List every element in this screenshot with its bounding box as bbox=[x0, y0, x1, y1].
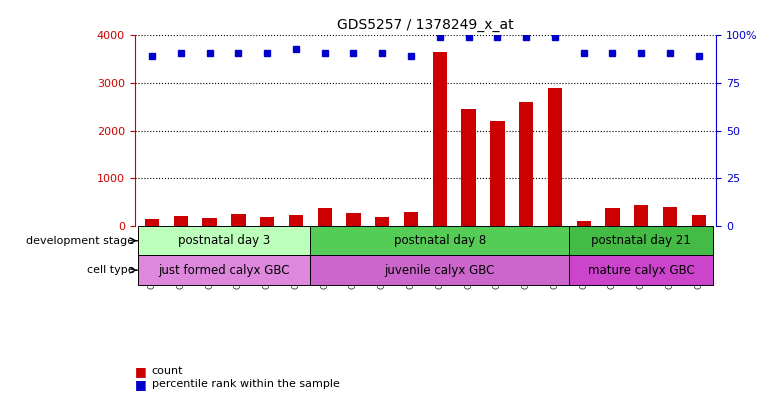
Title: GDS5257 / 1378249_x_at: GDS5257 / 1378249_x_at bbox=[337, 18, 514, 31]
Bar bbox=[403, 212, 418, 226]
Text: count: count bbox=[152, 366, 183, 376]
Bar bbox=[569, 226, 713, 255]
Bar bbox=[289, 215, 303, 226]
Text: mature calyx GBC: mature calyx GBC bbox=[588, 264, 695, 277]
Bar bbox=[317, 208, 332, 226]
Text: ■: ■ bbox=[135, 378, 146, 391]
Bar bbox=[145, 219, 159, 226]
Bar bbox=[138, 255, 310, 285]
Bar bbox=[663, 208, 678, 226]
Bar bbox=[433, 52, 447, 226]
Text: percentile rank within the sample: percentile rank within the sample bbox=[152, 379, 340, 389]
Text: just formed calyx GBC: just formed calyx GBC bbox=[158, 264, 290, 277]
Bar bbox=[490, 121, 504, 226]
Text: postnatal day 21: postnatal day 21 bbox=[591, 234, 691, 247]
Text: ■: ■ bbox=[135, 365, 146, 378]
Bar bbox=[461, 109, 476, 226]
Bar bbox=[605, 208, 620, 226]
Text: postnatal day 3: postnatal day 3 bbox=[178, 234, 270, 247]
Bar bbox=[310, 255, 569, 285]
Bar bbox=[375, 217, 390, 226]
Bar bbox=[203, 218, 217, 226]
Bar bbox=[547, 88, 562, 226]
Bar bbox=[231, 214, 246, 226]
Bar bbox=[346, 213, 360, 226]
Bar bbox=[173, 217, 188, 226]
Text: cell type: cell type bbox=[86, 265, 134, 275]
Text: postnatal day 8: postnatal day 8 bbox=[393, 234, 486, 247]
Text: juvenile calyx GBC: juvenile calyx GBC bbox=[385, 264, 495, 277]
Bar bbox=[569, 255, 713, 285]
Bar bbox=[691, 215, 706, 226]
Text: development stage: development stage bbox=[26, 236, 134, 246]
Bar bbox=[138, 226, 310, 255]
Bar bbox=[310, 226, 569, 255]
Bar bbox=[634, 204, 648, 226]
Bar bbox=[577, 221, 591, 226]
Bar bbox=[519, 102, 534, 226]
Bar bbox=[260, 217, 274, 226]
